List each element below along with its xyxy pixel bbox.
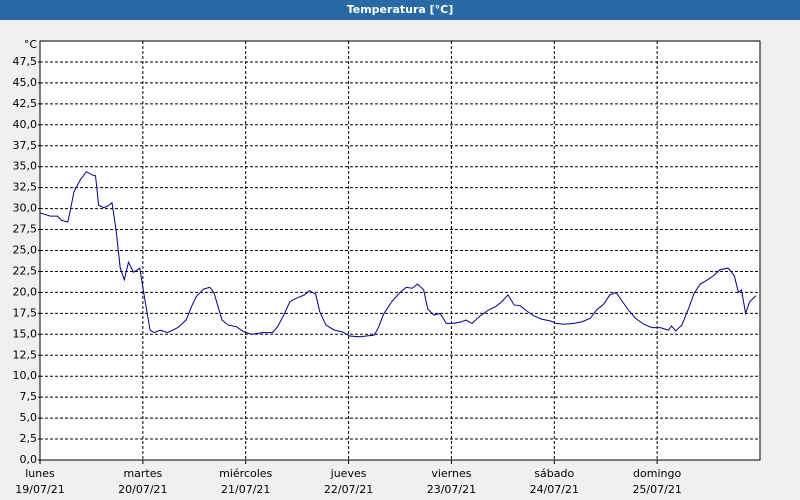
y-tick-label: 5,0	[20, 411, 38, 424]
x-tick-date: 19/07/21	[15, 483, 64, 496]
x-tick-date: 24/07/21	[530, 483, 579, 496]
y-tick-label: 32,5	[13, 181, 38, 194]
y-tick-label: 20,0	[13, 285, 38, 298]
x-tick-label: viernes	[431, 467, 471, 480]
y-tick-label: 30,0	[13, 202, 38, 215]
y-tick-label: 37,5	[13, 139, 38, 152]
plot-border	[39, 40, 761, 461]
x-tick-label: jueves	[330, 467, 367, 480]
y-unit: °C	[24, 38, 38, 51]
y-tick-label: 42,5	[13, 97, 38, 110]
y-tick-label: 2,5	[20, 432, 38, 445]
y-tick-label: 17,5	[13, 306, 38, 319]
y-tick-label: 40,0	[13, 118, 38, 131]
y-tick-label: 45,0	[13, 76, 38, 89]
x-tick-date: 20/07/21	[118, 483, 167, 496]
y-tick-label: 22,5	[13, 264, 38, 277]
x-tick-label: domingo	[633, 467, 681, 480]
data-line	[39, 171, 757, 338]
x-tick-label: miércoles	[219, 467, 272, 480]
y-tick-label: 27,5	[13, 223, 38, 236]
title-bar: Temperatura [°C]	[0, 0, 800, 20]
x-tick-date: 21/07/21	[221, 483, 270, 496]
x-tick-label: martes	[123, 467, 162, 480]
y-tick-label: 25,0	[13, 244, 38, 257]
x-tick-date: 23/07/21	[427, 483, 476, 496]
x-tick-label: sábado	[534, 467, 574, 480]
x-tick-date: 22/07/21	[324, 483, 373, 496]
chart: °C 0,0 2,5 5,0 7,5 10,0 12,5 15,0 17,5 20,0 22,5 2…	[13, 38, 761, 496]
y-tick-label: 12,5	[13, 348, 38, 361]
x-tick-date: 25/07/21	[632, 483, 681, 496]
y-tick-label: 35,0	[13, 160, 38, 173]
y-tick-label: 0,0	[20, 453, 38, 466]
y-tick-label: 7,5	[20, 390, 38, 403]
y-tick-label: 15,0	[13, 327, 38, 340]
x-tick-label: lunes	[25, 467, 55, 480]
y-tick-label: 10,0	[13, 369, 38, 382]
y-tick-label: 47,5	[13, 55, 38, 68]
